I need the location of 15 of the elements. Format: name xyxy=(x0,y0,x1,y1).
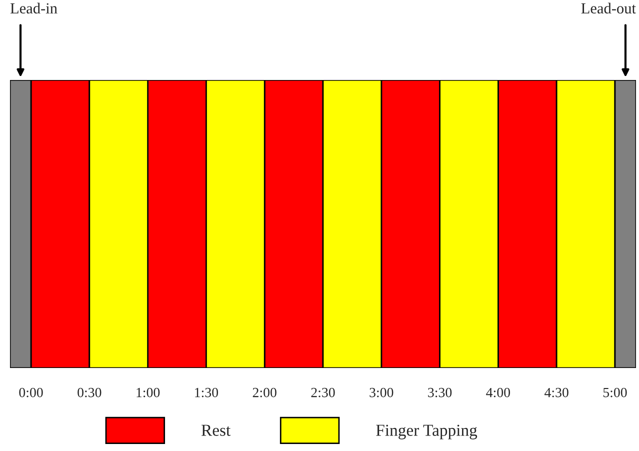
x-tick-label: 2:30 xyxy=(311,388,335,398)
x-tick-label: 0:00 xyxy=(19,388,43,398)
x-tick-label: 4:00 xyxy=(486,388,510,398)
x-tick-label: 3:30 xyxy=(428,388,452,398)
x-tick-label: 1:00 xyxy=(136,388,160,398)
x-tick-label: 0:30 xyxy=(78,388,102,398)
x-tick-label: 2:00 xyxy=(252,388,276,398)
x-tick-label: 1:30 xyxy=(195,388,218,398)
legend-label: Rest xyxy=(201,424,231,436)
band-label: Lead-out xyxy=(581,2,636,14)
x-tick-label: 4:30 xyxy=(544,388,568,398)
legend-label: Finger Tapping xyxy=(376,424,478,440)
band-label: Lead-in xyxy=(10,2,58,14)
x-tick-label: 3:00 xyxy=(370,388,394,398)
x-tick-label: 5:00 xyxy=(603,388,627,398)
